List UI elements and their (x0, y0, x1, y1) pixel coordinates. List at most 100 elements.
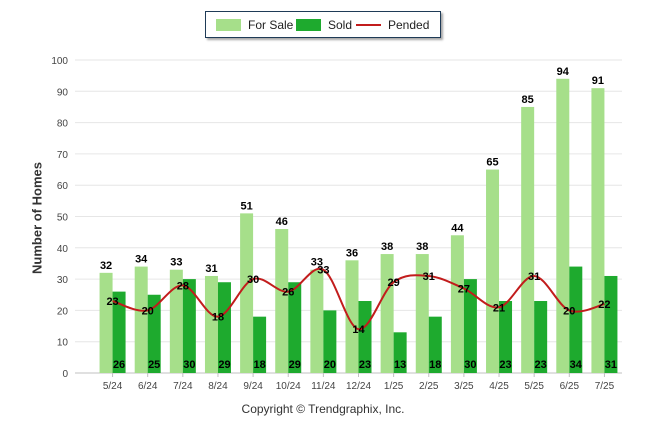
y-tick-label: 50 (57, 213, 69, 224)
data-label-pended: 22 (598, 299, 610, 311)
x-tick-label: 6/25 (560, 381, 580, 392)
bar-for-sale (275, 229, 289, 373)
y-tick-label: 20 (57, 306, 69, 317)
y-tick-label: 60 (57, 181, 69, 192)
bar-for-sale (486, 169, 500, 373)
y-tick-label: 90 (57, 87, 69, 98)
bar-for-sale (380, 254, 394, 373)
data-label-pended: 20 (142, 305, 154, 317)
data-label-pended: 28 (177, 280, 189, 292)
data-label-for-sale: 31 (205, 263, 217, 275)
x-tick-label: 7/25 (595, 381, 615, 392)
bar-for-sale (169, 269, 183, 373)
y-tick-label: 100 (51, 56, 68, 67)
y-tick-label: 80 (57, 119, 69, 130)
data-label-for-sale: 36 (346, 247, 358, 259)
bar-sold (428, 316, 442, 373)
x-tick-label: 5/24 (103, 381, 123, 392)
data-label-pended: 29 (388, 277, 400, 289)
data-label-sold: 29 (289, 359, 301, 371)
data-label-for-sale: 85 (522, 94, 534, 106)
data-label-sold: 13 (394, 359, 406, 371)
y-tick-label: 30 (57, 275, 69, 286)
y-tick-label: 40 (57, 244, 69, 255)
data-label-for-sale: 32 (100, 260, 112, 272)
grid (75, 59, 622, 374)
legend-label-pended: Pended (388, 18, 430, 32)
bar-for-sale (521, 106, 535, 373)
y-tick-label: 0 (62, 369, 68, 380)
bars (99, 78, 618, 374)
bar-sold (253, 316, 267, 373)
data-label-for-sale: 91 (592, 75, 604, 87)
x-tick-label: 8/24 (208, 381, 228, 392)
x-tick-label: 3/25 (454, 381, 474, 392)
bar-sold (217, 282, 231, 373)
bar-for-sale (450, 235, 464, 373)
x-tick-label: 4/25 (489, 381, 509, 392)
data-label-pended: 14 (352, 324, 365, 336)
data-label-pended: 18 (212, 312, 224, 324)
legend-swatch-sold (296, 19, 321, 31)
bar-for-sale (591, 88, 605, 374)
data-label-sold: 18 (253, 359, 265, 371)
bar-sold (358, 301, 372, 373)
x-tick-label: 5/25 (524, 381, 544, 392)
bar-sold (569, 266, 583, 373)
data-label-pended: 31 (423, 271, 435, 283)
y-tick-label: 70 (57, 150, 69, 161)
x-tick-label: 1/25 (384, 381, 404, 392)
data-label-for-sale: 44 (451, 222, 464, 234)
data-label-sold: 25 (148, 359, 160, 371)
bar-for-sale (204, 275, 218, 373)
x-axis: 5/24 6/24 7/24 8/24 9/24 10/24 11/24 12/24 1/25 2… (103, 373, 615, 392)
bar-sold (147, 294, 161, 373)
legend-line-pended (356, 24, 381, 26)
bar-sold (288, 282, 302, 373)
x-tick-label: 11/24 (311, 381, 336, 392)
data-label-for-sale: 33 (170, 257, 182, 269)
data-label-pended: 30 (247, 274, 259, 286)
bar-for-sale (345, 260, 359, 373)
y-axis-title: Number of Homes (29, 162, 45, 274)
bar-for-sale (310, 269, 324, 373)
bar-sold (112, 291, 126, 373)
bar-sold (499, 301, 513, 373)
x-tick-label: 9/24 (243, 381, 263, 392)
data-label-pended: 33 (317, 265, 329, 277)
x-tick-label: 2/25 (419, 381, 439, 392)
x-tick-label: 10/24 (276, 381, 301, 392)
data-label-sold: 18 (429, 359, 441, 371)
bar-sold (323, 310, 337, 373)
data-label-pended: 26 (282, 287, 294, 299)
data-label-sold: 23 (535, 359, 547, 371)
bar-sold (393, 332, 407, 373)
data-label-sold: 26 (113, 359, 125, 371)
data-label-for-sale: 38 (381, 241, 393, 253)
data-label-sold: 30 (464, 359, 476, 371)
data-label-sold: 23 (499, 359, 511, 371)
pended-line (112, 267, 605, 331)
data-label-for-sale: 65 (486, 157, 498, 169)
bar-for-sale (99, 272, 113, 373)
data-label-for-sale: 33 (311, 257, 323, 269)
bar-for-sale (556, 78, 570, 373)
data-label-for-sale: 94 (557, 66, 570, 78)
bar-sold (534, 301, 548, 373)
data-label-sold: 20 (324, 359, 336, 371)
legend: For Sale Sold Pended (205, 11, 441, 38)
legend-label-for-sale: For Sale (248, 18, 294, 32)
data-label-for-sale: 38 (416, 241, 428, 253)
data-label-sold: 23 (359, 359, 371, 371)
bar-for-sale (415, 254, 429, 373)
x-tick-label: 6/24 (138, 381, 158, 392)
bar-for-sale (240, 213, 254, 373)
data-labels: 32 26 34 25 33 30 31 29 51 18 46 29 33 20 36 23 38 13 38 18… (100, 66, 617, 371)
copyright-text: Copyright © Trendgraphix, Inc. (241, 402, 405, 416)
y-tick-label: 10 (57, 338, 69, 349)
data-label-for-sale: 51 (240, 200, 252, 212)
data-label-sold: 30 (183, 359, 195, 371)
bar-for-sale (134, 266, 148, 373)
data-label-pended: 20 (563, 305, 575, 317)
